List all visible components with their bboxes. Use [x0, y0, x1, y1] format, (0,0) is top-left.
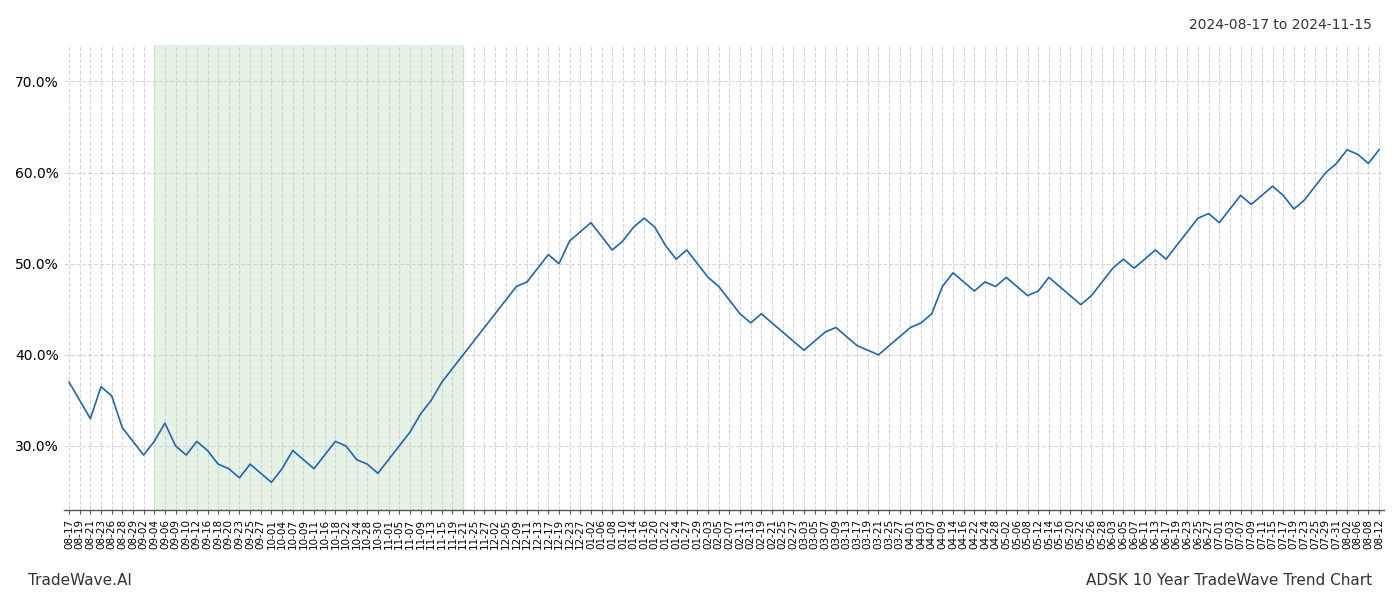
Bar [154, 45, 463, 510]
Text: 2024-08-17 to 2024-11-15: 2024-08-17 to 2024-11-15 [1189, 18, 1372, 32]
Text: TradeWave.AI: TradeWave.AI [28, 573, 132, 588]
Text: ADSK 10 Year TradeWave Trend Chart: ADSK 10 Year TradeWave Trend Chart [1086, 573, 1372, 588]
